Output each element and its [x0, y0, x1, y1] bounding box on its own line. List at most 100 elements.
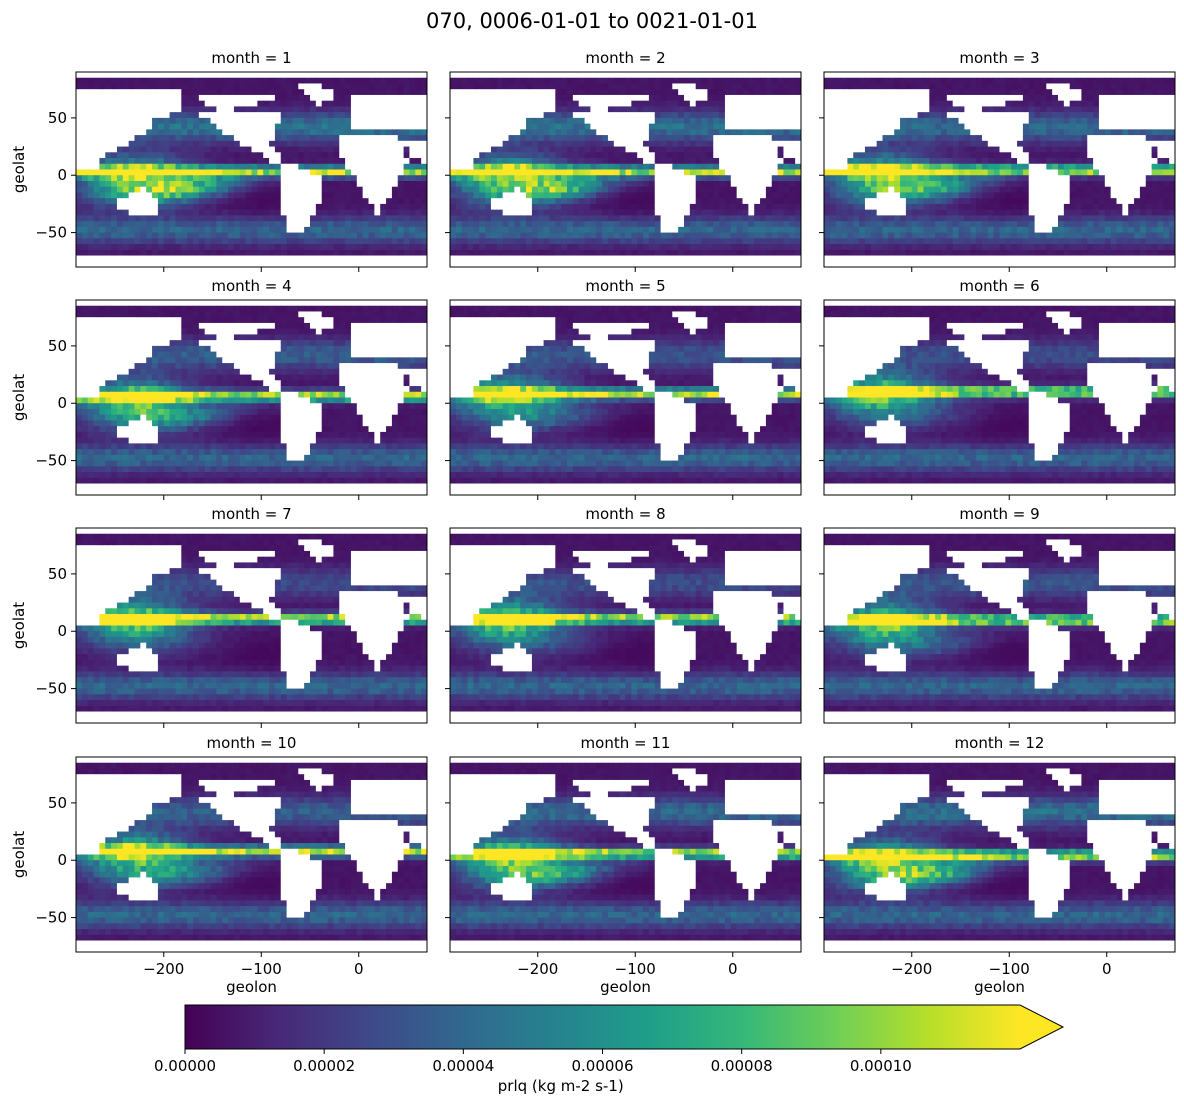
land-cell [380, 152, 386, 158]
land-cell [760, 101, 766, 107]
data-cell [216, 152, 222, 158]
land-cell [871, 141, 877, 147]
data-cell [456, 198, 462, 204]
data-cell [263, 181, 269, 187]
land-cell [1000, 95, 1006, 101]
land-cell [105, 101, 111, 107]
land-cell [514, 112, 520, 118]
land-cell [398, 147, 404, 153]
data-cell [152, 83, 158, 89]
land-cell [859, 124, 865, 130]
data-cell [1029, 141, 1035, 147]
land-cell [626, 112, 632, 118]
data-cell [333, 181, 339, 187]
data-cell [158, 175, 164, 181]
land-cell [240, 141, 246, 147]
data-cell [725, 192, 731, 198]
data-cell [298, 78, 304, 84]
data-cell [783, 175, 789, 181]
data-cell [1093, 129, 1099, 135]
data-cell [778, 233, 784, 239]
data-cell [205, 78, 211, 84]
land-cell [298, 170, 304, 176]
land-cell [847, 152, 853, 158]
data-cell [287, 233, 293, 239]
data-cell [549, 233, 555, 239]
land-cell [479, 95, 485, 101]
data-cell [1023, 129, 1029, 135]
land-cell [561, 256, 567, 262]
data-cell [947, 124, 953, 130]
land-cell [883, 89, 889, 95]
land-cell [772, 170, 778, 176]
land-cell [94, 95, 100, 101]
data-cell [485, 210, 491, 216]
land-cell [398, 72, 404, 78]
data-cell [789, 129, 795, 135]
data-cell [643, 233, 649, 239]
data-cell [491, 244, 497, 250]
land-cell [643, 129, 649, 135]
land-cell [684, 256, 690, 262]
data-cell [228, 158, 234, 164]
land-cell [94, 124, 100, 130]
land-cell [380, 187, 386, 193]
data-cell [684, 152, 690, 158]
data-cell [1023, 147, 1029, 153]
data-cell [473, 221, 479, 227]
land-cell [847, 135, 853, 141]
data-cell [287, 152, 293, 158]
land-cell [1128, 147, 1134, 153]
land-cell [409, 141, 415, 147]
land-cell [240, 129, 246, 135]
data-cell [456, 175, 462, 181]
land-cell [146, 198, 152, 204]
data-cell [888, 78, 894, 84]
land-cell [1146, 112, 1152, 118]
data-cell [631, 101, 637, 107]
data-cell [567, 215, 573, 221]
data-cell [748, 227, 754, 233]
data-cell [626, 192, 632, 198]
land-cell [298, 175, 304, 181]
data-cell [748, 244, 754, 250]
land-cell [631, 112, 637, 118]
land-cell [82, 101, 88, 107]
land-cell [129, 106, 135, 112]
land-cell [982, 112, 988, 118]
data-cell [99, 250, 105, 256]
land-cell [514, 89, 520, 95]
data-cell [363, 89, 369, 95]
land-cell [626, 101, 632, 107]
land-cell [374, 170, 380, 176]
land-cell [596, 124, 602, 130]
data-cell [380, 129, 386, 135]
data-cell [590, 187, 596, 193]
data-cell [328, 158, 334, 164]
land-cell [836, 135, 842, 141]
data-cell [509, 83, 515, 89]
data-cell [579, 141, 585, 147]
land-cell [853, 112, 859, 118]
land-cell [281, 192, 287, 198]
land-cell [520, 192, 526, 198]
data-cell [731, 83, 737, 89]
data-cell [1040, 147, 1046, 153]
data-cell [585, 135, 591, 141]
land-cell [222, 72, 228, 78]
land-cell [514, 106, 520, 112]
data-cell [170, 244, 176, 250]
land-cell [877, 89, 883, 95]
data-cell [655, 83, 661, 89]
land-cell [1081, 72, 1087, 78]
data-cell [766, 244, 772, 250]
land-cell [386, 164, 392, 170]
land-cell [298, 83, 304, 89]
data-cell [123, 192, 129, 198]
data-cell [514, 233, 520, 239]
data-cell [491, 215, 497, 221]
land-cell [1087, 141, 1093, 147]
land-cell [1023, 72, 1029, 78]
data-cell [573, 175, 579, 181]
land-cell [1134, 124, 1140, 130]
